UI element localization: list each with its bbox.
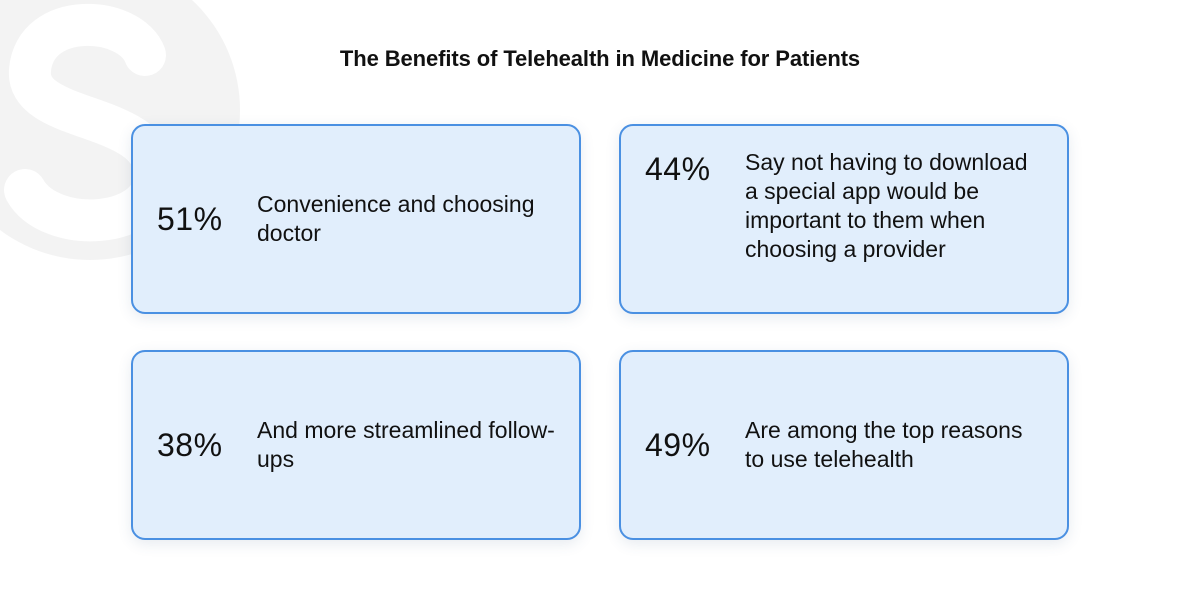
stat-description: Say not having to download a special app…	[745, 149, 1028, 262]
stat-card-follow-ups: 38% And more streamlined follow-ups	[131, 350, 581, 540]
page-title: The Benefits of Telehealth in Medicine f…	[339, 46, 861, 71]
stat-percentage: 49%	[645, 427, 711, 463]
stat-card-top-reasons: 49% Are among the top reasons to use tel…	[619, 350, 1069, 540]
stat-percentage: 38%	[157, 427, 223, 463]
stat-description: Convenience and choosing doctor	[257, 191, 535, 246]
stat-card-no-special-app: 44% Say not having to download a special…	[619, 124, 1069, 314]
stat-percentage: 44%	[645, 151, 711, 187]
stat-description: Are among the top reasons to use telehea…	[745, 417, 1023, 472]
stat-description: And more streamlined follow-ups	[257, 417, 555, 472]
stat-percentage: 51%	[157, 201, 223, 237]
stat-card-convenience: 51% Convenience and choosing doctor	[131, 124, 581, 314]
